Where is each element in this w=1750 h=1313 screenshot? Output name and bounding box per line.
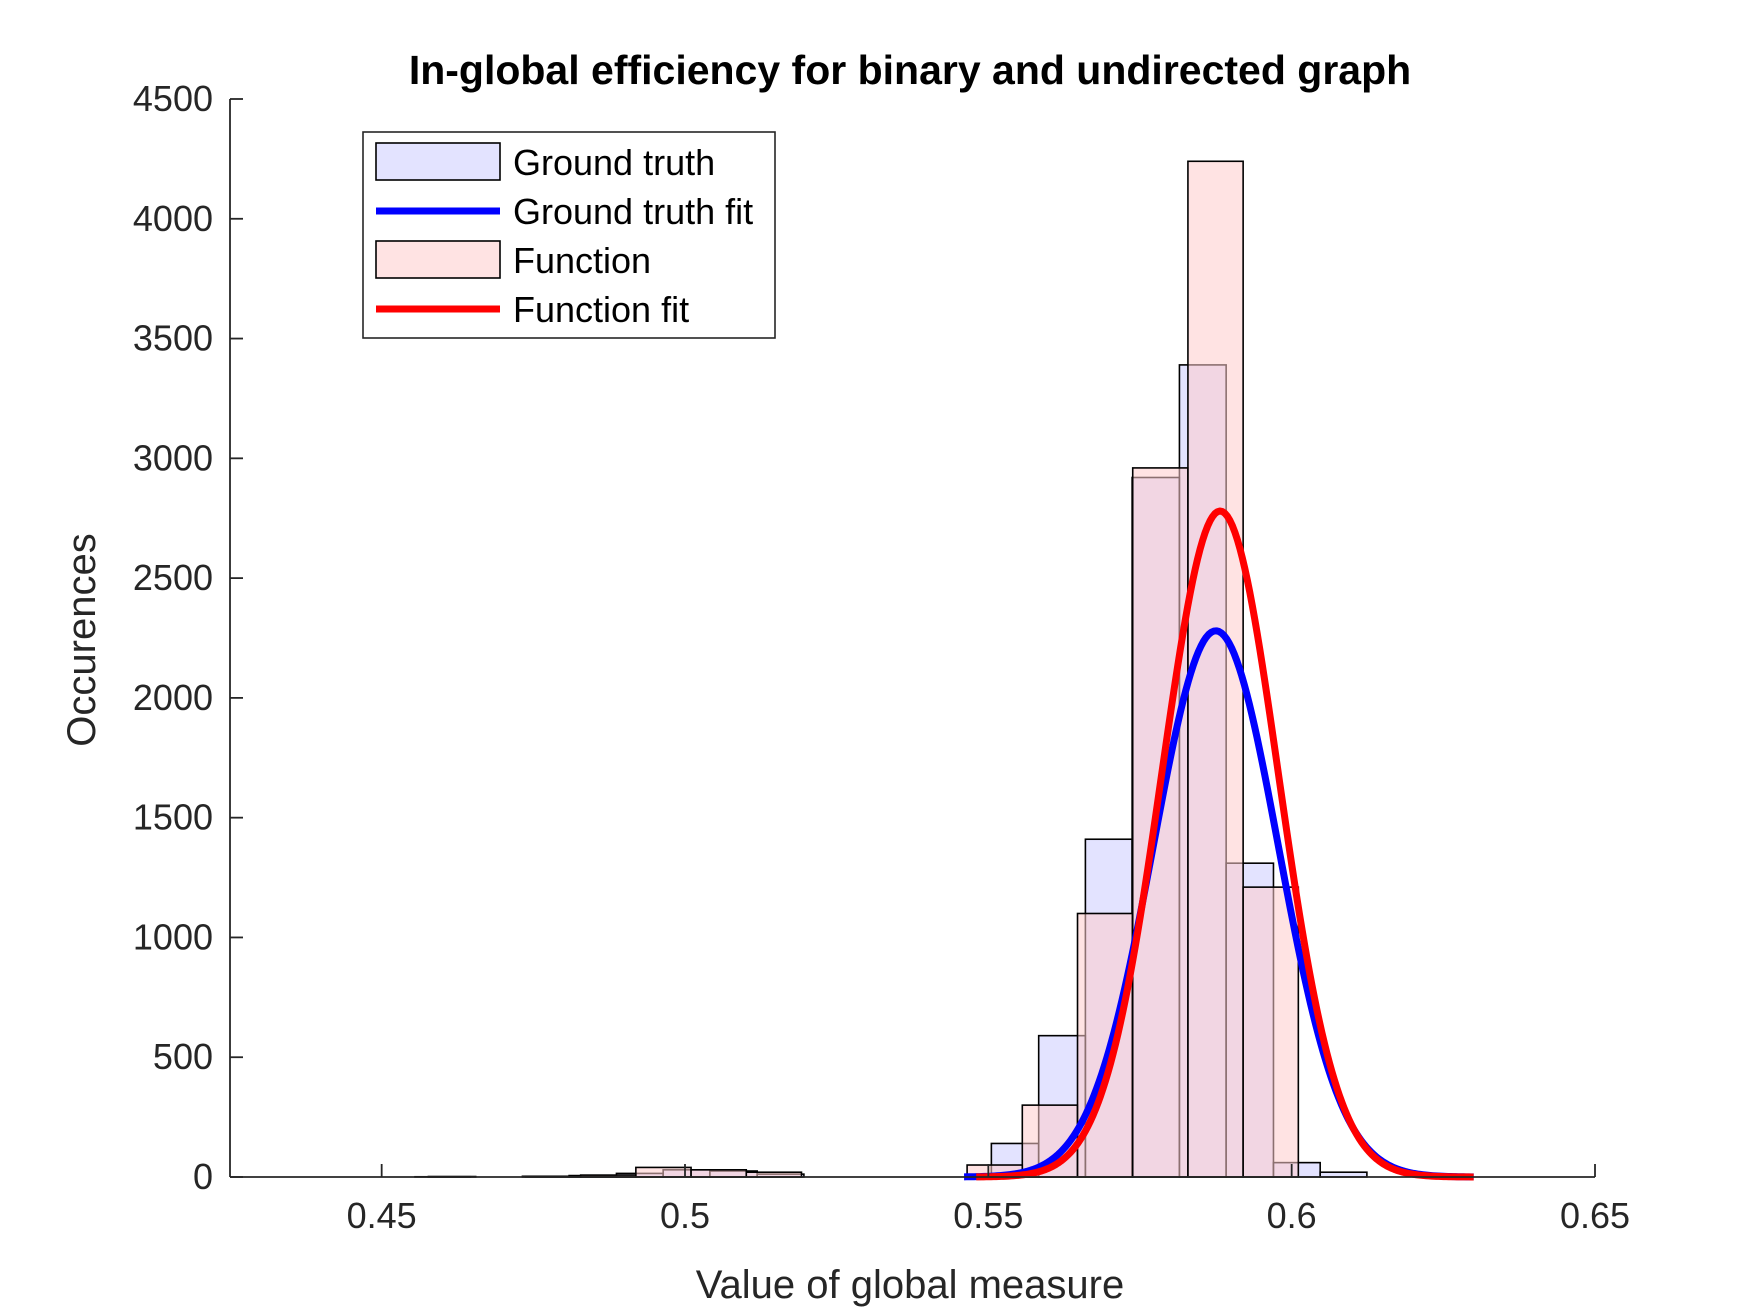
x-tick-label: 0.6 <box>1267 1195 1317 1236</box>
histogram-bar <box>1187 160 1244 1178</box>
x-tick-label: 0.5 <box>660 1195 710 1236</box>
chart-title: In-global efficiency for binary and undi… <box>409 47 1411 93</box>
y-tick-label: 500 <box>153 1036 213 1077</box>
legend-label: Ground truth fit <box>513 191 753 232</box>
legend: Ground truth Ground truth fit Function Func… <box>362 131 776 339</box>
y-tick-label: 3000 <box>133 437 213 478</box>
axes-layer: 0.45 0.5 0.55 0.6 0.65 0 500 1000 1500 2000 2500 30… <box>133 78 1630 1236</box>
histogram-bar <box>1076 912 1134 1178</box>
y-tick-label: 2000 <box>133 677 213 718</box>
y-tick-label: 0 <box>193 1156 213 1197</box>
legend-item: Ground truth <box>375 142 715 183</box>
x-tick-label: 0.65 <box>1560 1195 1630 1236</box>
legend-swatch <box>375 142 501 181</box>
fits-layer <box>963 507 1475 1181</box>
legend-swatch <box>375 240 501 279</box>
fit-line-function-fit <box>975 507 1475 1181</box>
histogram-bar <box>635 1166 692 1178</box>
y-tick-label: 3500 <box>133 318 213 359</box>
x-axis-label: Value of global measure <box>696 1263 1124 1307</box>
legend-item: Ground truth fit <box>376 191 753 232</box>
y-tick-label: 1000 <box>133 916 213 957</box>
x-tick-label: 0.45 <box>347 1195 417 1236</box>
histogram-bar <box>690 1169 748 1178</box>
legend-item: Function fit <box>376 289 689 330</box>
legend-item: Function <box>375 240 651 281</box>
legend-label: Function fit <box>513 289 689 330</box>
y-tick-label: 1500 <box>133 797 213 838</box>
legend-label: Function <box>513 240 651 281</box>
y-tick-label: 4000 <box>133 198 213 239</box>
y-tick-label: 4500 <box>133 78 213 119</box>
legend-label: Ground truth <box>513 142 715 183</box>
y-tick-label: 2500 <box>133 557 213 598</box>
x-tick-label: 0.55 <box>953 1195 1023 1236</box>
histogram-bar <box>1242 886 1300 1178</box>
y-axis-label: Occurences <box>60 533 104 746</box>
